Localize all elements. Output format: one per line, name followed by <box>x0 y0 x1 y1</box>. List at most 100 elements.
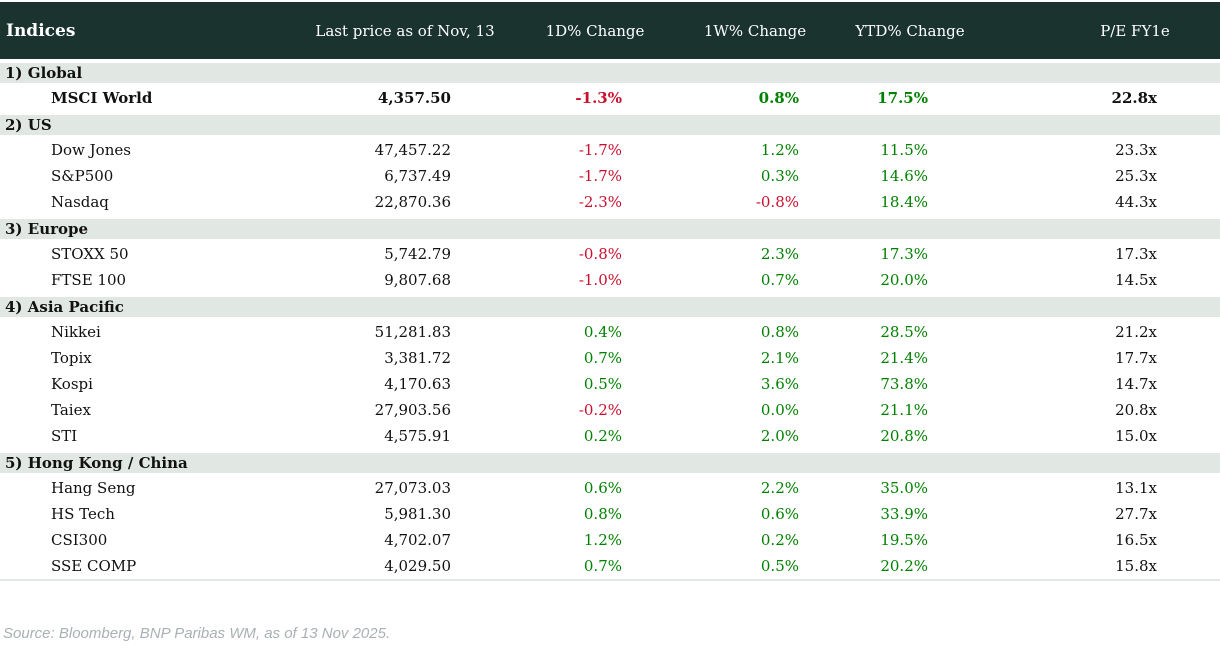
ytd-change: 20.0% <box>830 267 990 293</box>
1w-change: 1.2% <box>680 137 830 163</box>
last-price: 27,903.56 <box>300 397 510 423</box>
index-name: HS Tech <box>0 501 300 527</box>
index-name: S&P500 <box>0 163 300 189</box>
1d-change: -1.3% <box>510 85 680 111</box>
section-label: 3) Europe <box>0 215 1220 241</box>
table-row-topix: Topix 3,381.72 0.7% 2.1% 21.4% 17.7x <box>0 345 1220 371</box>
1w-change: 0.0% <box>680 397 830 423</box>
1w-change: 2.0% <box>680 423 830 449</box>
index-name: Hang Seng <box>0 475 300 501</box>
pe-value: 27.7x <box>990 501 1220 527</box>
ytd-change: 73.8% <box>830 371 990 397</box>
column-header-pe: P/E FY1e <box>990 2 1220 59</box>
index-name: Nikkei <box>0 319 300 345</box>
index-name: SSE COMP <box>0 553 300 579</box>
last-price: 4,575.91 <box>300 423 510 449</box>
section-label: 5) Hong Kong / China <box>0 449 1220 475</box>
index-name: MSCI World <box>0 85 300 111</box>
last-price: 47,457.22 <box>300 137 510 163</box>
column-header-ytd-change: YTD% Change <box>830 2 990 59</box>
ytd-change: 11.5% <box>830 137 990 163</box>
table-row-csi300: CSI300 4,702.07 1.2% 0.2% 19.5% 16.5x <box>0 527 1220 553</box>
1d-change: 0.6% <box>510 475 680 501</box>
index-name: STOXX 50 <box>0 241 300 267</box>
ytd-change: 20.8% <box>830 423 990 449</box>
1w-change: 2.2% <box>680 475 830 501</box>
last-price: 51,281.83 <box>300 319 510 345</box>
table-row-dow-jones: Dow Jones 47,457.22 -1.7% 1.2% 11.5% 23.… <box>0 137 1220 163</box>
table-row-hs-tech: HS Tech 5,981.30 0.8% 0.6% 33.9% 27.7x <box>0 501 1220 527</box>
pe-value: 20.8x <box>990 397 1220 423</box>
index-name: FTSE 100 <box>0 267 300 293</box>
1w-change: 0.2% <box>680 527 830 553</box>
section-label: 1) Global <box>0 59 1220 85</box>
section-row-asia-pacific: 4) Asia Pacific <box>0 293 1220 319</box>
table-row-kospi: Kospi 4,170.63 0.5% 3.6% 73.8% 14.7x <box>0 371 1220 397</box>
last-price: 6,737.49 <box>300 163 510 189</box>
1w-change: 2.1% <box>680 345 830 371</box>
ytd-change: 35.0% <box>830 475 990 501</box>
pe-value: 15.0x <box>990 423 1220 449</box>
pe-value: 14.5x <box>990 267 1220 293</box>
table-row-sp500: S&P500 6,737.49 -1.7% 0.3% 14.6% 25.3x <box>0 163 1220 189</box>
column-header-1w-change: 1W% Change <box>680 2 830 59</box>
section-row-global: 1) Global <box>0 59 1220 85</box>
ytd-change: 19.5% <box>830 527 990 553</box>
table-row-msci-world: MSCI World 4,357.50 -1.3% 0.8% 17.5% 22.… <box>0 85 1220 111</box>
table-header-row: Indices Last price as of Nov, 13 1D% Cha… <box>0 2 1220 59</box>
index-name: CSI300 <box>0 527 300 553</box>
1d-change: 0.8% <box>510 501 680 527</box>
1d-change: 0.7% <box>510 345 680 371</box>
ytd-change: 28.5% <box>830 319 990 345</box>
table-row-ftse100: FTSE 100 9,807.68 -1.0% 0.7% 20.0% 14.5x <box>0 267 1220 293</box>
1d-change: 0.2% <box>510 423 680 449</box>
last-price: 4,702.07 <box>300 527 510 553</box>
pe-value: 17.3x <box>990 241 1220 267</box>
1w-change: 0.6% <box>680 501 830 527</box>
pe-value: 13.1x <box>990 475 1220 501</box>
section-row-us: 2) US <box>0 111 1220 137</box>
table-row-nasdaq: Nasdaq 22,870.36 -2.3% -0.8% 18.4% 44.3x <box>0 189 1220 215</box>
index-name: Topix <box>0 345 300 371</box>
1d-change: -1.0% <box>510 267 680 293</box>
ytd-change: 21.4% <box>830 345 990 371</box>
last-price: 5,742.79 <box>300 241 510 267</box>
ytd-change: 20.2% <box>830 553 990 579</box>
1w-change: -0.8% <box>680 189 830 215</box>
1d-change: -1.7% <box>510 137 680 163</box>
1d-change: -2.3% <box>510 189 680 215</box>
column-header-1d-change: 1D% Change <box>510 2 680 59</box>
table-row-hang-seng: Hang Seng 27,073.03 0.6% 2.2% 35.0% 13.1… <box>0 475 1220 501</box>
index-name: Kospi <box>0 371 300 397</box>
1d-change: 0.7% <box>510 553 680 579</box>
1w-change: 0.8% <box>680 319 830 345</box>
table-row-stoxx50: STOXX 50 5,742.79 -0.8% 2.3% 17.3% 17.3x <box>0 241 1220 267</box>
1w-change: 0.8% <box>680 85 830 111</box>
pe-value: 14.7x <box>990 371 1220 397</box>
source-note: Source: Bloomberg, BNP Paribas WM, as of… <box>3 625 391 642</box>
table-row-taiex: Taiex 27,903.56 -0.2% 0.0% 21.1% 20.8x <box>0 397 1220 423</box>
section-row-hk-china: 5) Hong Kong / China <box>0 449 1220 475</box>
index-name: Nasdaq <box>0 189 300 215</box>
index-name: Dow Jones <box>0 137 300 163</box>
last-price: 5,981.30 <box>300 501 510 527</box>
ytd-change: 21.1% <box>830 397 990 423</box>
pe-value: 16.5x <box>990 527 1220 553</box>
index-name: STI <box>0 423 300 449</box>
1d-change: 1.2% <box>510 527 680 553</box>
last-price: 3,381.72 <box>300 345 510 371</box>
pe-value: 23.3x <box>990 137 1220 163</box>
pe-value: 15.8x <box>990 553 1220 579</box>
ytd-change: 17.5% <box>830 85 990 111</box>
1w-change: 3.6% <box>680 371 830 397</box>
index-name: Taiex <box>0 397 300 423</box>
table-row-sse-comp: SSE COMP 4,029.50 0.7% 0.5% 20.2% 15.8x <box>0 553 1220 579</box>
section-row-europe: 3) Europe <box>0 215 1220 241</box>
pe-value: 44.3x <box>990 189 1220 215</box>
1w-change: 2.3% <box>680 241 830 267</box>
1d-change: -1.7% <box>510 163 680 189</box>
1d-change: 0.4% <box>510 319 680 345</box>
ytd-change: 33.9% <box>830 501 990 527</box>
ytd-change: 17.3% <box>830 241 990 267</box>
